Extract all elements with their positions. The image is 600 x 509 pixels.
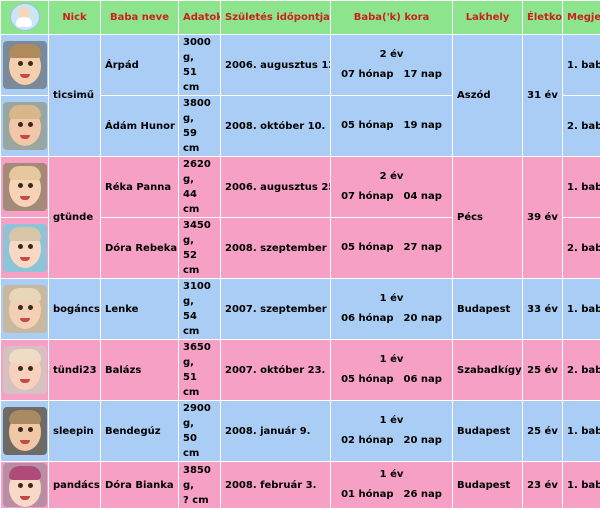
residence-cell: Szabadkígyós bbox=[453, 340, 523, 401]
note-cell: 2. baba bbox=[563, 96, 600, 157]
baby-name-cell: Balázs bbox=[101, 340, 179, 401]
data-cell: 3650 g,51 cm bbox=[179, 340, 221, 401]
birth-date-cell: 2006. augusztus 25. bbox=[221, 157, 331, 218]
note-cell: 1. baba bbox=[563, 279, 600, 340]
table-row: bogáncs Lenke 3100 g,54 cm 2007. szeptem… bbox=[1, 279, 600, 340]
birth-date-cell: 2008. október 10. bbox=[221, 96, 331, 157]
mother-age-cell: 23 év bbox=[523, 462, 563, 509]
baby-name-cell: Dóra Rebeka bbox=[101, 218, 179, 279]
data-cell: 3850 g,? cm bbox=[179, 462, 221, 509]
table-row: gtünde Réka Panna 2620 g,44 cm 2006. aug… bbox=[1, 157, 600, 218]
baby-name-cell: Bendegúz bbox=[101, 401, 179, 462]
table-row: ticsimű Árpád 3000 g,51 cm 2006. auguszt… bbox=[1, 35, 600, 96]
header-baby-age: Baba('k) kora bbox=[331, 1, 453, 35]
note-cell: 1. baba bbox=[563, 462, 600, 509]
logo bbox=[1, 1, 49, 35]
nick-cell: pandácska bbox=[49, 462, 101, 509]
header-residence: Lakhely bbox=[453, 1, 523, 35]
nick-cell: tündi23 bbox=[49, 340, 101, 401]
data-cell: 2900 g,50 cm bbox=[179, 401, 221, 462]
baby-photo-icon bbox=[3, 407, 47, 455]
mother-age-cell: 25 év bbox=[523, 401, 563, 462]
data-cell: 3450 g,52 cm bbox=[179, 218, 221, 279]
baby-photo bbox=[1, 279, 49, 340]
table-row: pandácska Dóra Bianka 3850 g,? cm 2008. … bbox=[1, 462, 600, 509]
header-age: Életkor bbox=[523, 1, 563, 35]
baby-photo-icon bbox=[3, 224, 47, 272]
residence-cell: Budapest bbox=[453, 401, 523, 462]
birth-date-cell: 2007. október 23. bbox=[221, 340, 331, 401]
residence-cell: Aszód bbox=[453, 35, 523, 157]
baby-photo bbox=[1, 35, 49, 96]
nick-cell: bogáncs bbox=[49, 279, 101, 340]
baby-name-cell: Réka Panna bbox=[101, 157, 179, 218]
residence-cell: Pécs bbox=[453, 157, 523, 279]
header-note: Megjegyzés bbox=[563, 1, 600, 35]
mother-age-cell: 25 év bbox=[523, 340, 563, 401]
baby-photo-icon bbox=[3, 41, 47, 89]
birth-date-cell: 2008. február 3. bbox=[221, 462, 331, 509]
nick-cell: ticsimű bbox=[49, 35, 101, 157]
note-cell: 2. baba bbox=[563, 340, 600, 401]
baby-name-cell: Ádám Hunor bbox=[101, 96, 179, 157]
baby-photo-icon bbox=[3, 102, 47, 150]
birth-date-cell: 2008. szeptember 30. bbox=[221, 218, 331, 279]
header-nick: Nick bbox=[49, 1, 101, 35]
header-row: Nick Baba neve Adatok Születés időpontja… bbox=[1, 1, 600, 35]
baby-photo-icon bbox=[3, 163, 47, 211]
table-row: tündi23 Balázs 3650 g,51 cm 2007. októbe… bbox=[1, 340, 600, 401]
data-cell: 3100 g,54 cm bbox=[179, 279, 221, 340]
header-baby-name: Baba neve bbox=[101, 1, 179, 35]
data-cell: 3800 g,59 cm bbox=[179, 96, 221, 157]
baby-logo-icon bbox=[9, 1, 41, 31]
mother-age-cell: 39 év bbox=[523, 157, 563, 279]
baby-photo bbox=[1, 462, 49, 509]
baby-photo bbox=[1, 401, 49, 462]
baby-photo-icon bbox=[3, 346, 47, 394]
header-data: Adatok bbox=[179, 1, 221, 35]
baby-photo-icon bbox=[3, 285, 47, 333]
baby-photo bbox=[1, 157, 49, 218]
residence-cell: Budapest bbox=[453, 279, 523, 340]
note-cell: 1. baba bbox=[563, 35, 600, 96]
baby-name-cell: Dóra Bianka bbox=[101, 462, 179, 509]
data-cell: 2620 g,44 cm bbox=[179, 157, 221, 218]
residence-cell: Budapest bbox=[453, 462, 523, 509]
note-cell: 2. baba bbox=[563, 218, 600, 279]
note-cell: 1. baba bbox=[563, 157, 600, 218]
baby-name-cell: Árpád bbox=[101, 35, 179, 96]
table-row: sleepin Bendegúz 2900 g,50 cm 2008. janu… bbox=[1, 401, 600, 462]
baby-photo bbox=[1, 96, 49, 157]
baby-photo bbox=[1, 218, 49, 279]
birth-date-cell: 2007. szeptember 9. bbox=[221, 279, 331, 340]
birth-date-cell: 2006. augusztus 12. bbox=[221, 35, 331, 96]
baby-photo-icon bbox=[3, 463, 47, 507]
nick-cell: gtünde bbox=[49, 157, 101, 279]
baby-name-cell: Lenke bbox=[101, 279, 179, 340]
header-birth-date: Születés időpontja bbox=[221, 1, 331, 35]
baby-photo bbox=[1, 340, 49, 401]
mother-age-cell: 31 év bbox=[523, 35, 563, 157]
nick-cell: sleepin bbox=[49, 401, 101, 462]
note-cell: 1. baba bbox=[563, 401, 600, 462]
birth-date-cell: 2008. január 9. bbox=[221, 401, 331, 462]
mother-age-cell: 33 év bbox=[523, 279, 563, 340]
data-cell: 3000 g,51 cm bbox=[179, 35, 221, 96]
